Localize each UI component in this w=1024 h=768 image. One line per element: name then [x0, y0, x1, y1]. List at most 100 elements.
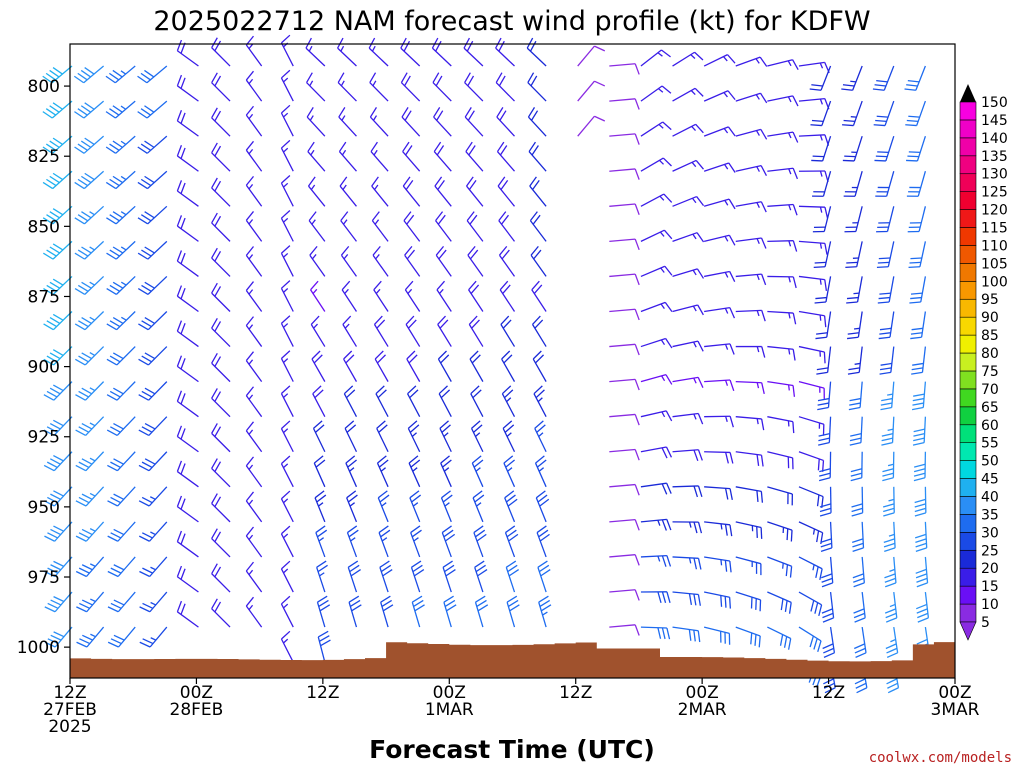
- wind-barb: [211, 598, 231, 628]
- colorbar-label: 135: [981, 149, 1008, 165]
- wind-barb: [74, 311, 105, 331]
- wind-barb: [138, 311, 168, 331]
- wind-barb: [798, 205, 829, 219]
- wind-barb: [44, 521, 73, 542]
- wind-barb: [138, 451, 168, 472]
- wind-barb: [842, 100, 863, 127]
- wind-barb: [305, 37, 326, 67]
- wind-barb: [911, 381, 927, 411]
- wind-barb: [438, 385, 452, 417]
- wind-barb: [376, 420, 389, 453]
- wind-barb: [809, 65, 832, 91]
- wind-barb: [42, 65, 73, 84]
- wind-barb: [767, 591, 792, 614]
- y-tick-label: 800: [28, 77, 60, 97]
- wind-barb: [882, 451, 895, 482]
- wind-barb: [672, 159, 704, 172]
- wind-barb: [609, 589, 640, 601]
- wind-barb: [877, 276, 895, 304]
- wind-barb: [280, 280, 294, 312]
- wind-barb: [672, 268, 705, 279]
- wind-barb: [280, 525, 294, 558]
- x-tick-label: 2MAR: [678, 700, 727, 720]
- wind-barb: [309, 245, 326, 277]
- colorbar-segment: [959, 191, 977, 210]
- wind-barb: [672, 232, 705, 243]
- colorbar-segment: [959, 496, 977, 515]
- wind-barb: [798, 380, 825, 400]
- wind-barb: [443, 595, 457, 628]
- wind-barb: [440, 490, 453, 523]
- wind-barb: [176, 425, 199, 453]
- wind-barb: [280, 69, 294, 102]
- colorbar-label: 95: [981, 292, 999, 308]
- wind-barb: [500, 315, 516, 347]
- wind-barb: [42, 100, 73, 119]
- wind-barb: [820, 521, 833, 553]
- wind-barb: [74, 170, 105, 190]
- wind-barb: [609, 238, 640, 251]
- wind-barb: [822, 626, 836, 658]
- wind-barb: [767, 521, 793, 542]
- wind-barb: [343, 385, 358, 417]
- wind-barb: [767, 240, 798, 252]
- wind-barb: [106, 346, 136, 366]
- wind-barb: [107, 451, 136, 472]
- wind-barb: [176, 460, 199, 488]
- wind-barb: [496, 107, 515, 137]
- wind-barb: [280, 104, 294, 137]
- wind-barb: [703, 54, 736, 67]
- wind-barb: [846, 276, 863, 304]
- wind-barb: [499, 280, 516, 312]
- colorbar-label: 10: [981, 597, 999, 613]
- wind-barb: [280, 139, 294, 172]
- wind-barb: [344, 420, 358, 453]
- wind-barb: [843, 171, 863, 197]
- colorbar-segment: [959, 460, 977, 479]
- wind-barb: [906, 171, 927, 197]
- wind-barb: [464, 107, 484, 137]
- wind-barb: [798, 310, 827, 328]
- wind-barb: [767, 275, 797, 289]
- wind-barb: [914, 521, 928, 553]
- wind-barb: [904, 65, 926, 91]
- wind-barb: [851, 521, 865, 553]
- wind-barb: [672, 485, 703, 498]
- wind-barb: [850, 451, 863, 482]
- wind-barb: [821, 591, 835, 623]
- colorbar-label: 145: [981, 113, 1008, 129]
- wind-barb: [798, 416, 825, 436]
- wind-barb: [433, 107, 452, 137]
- wind-barb: [880, 381, 895, 411]
- wind-barb: [672, 340, 704, 352]
- wind-barb: [348, 595, 362, 628]
- wind-barb: [672, 376, 704, 388]
- colorbar-segment: [959, 155, 977, 175]
- y-tick-label: 950: [28, 498, 60, 518]
- wind-barb: [75, 556, 105, 578]
- wind-barb: [501, 350, 516, 382]
- wind-barb: [107, 486, 136, 507]
- colorbar-label: 5: [981, 615, 990, 631]
- wind-barb: [703, 234, 736, 246]
- wind-barb: [503, 455, 516, 488]
- wind-barb: [703, 162, 736, 173]
- wind-barb: [464, 72, 484, 102]
- wind-barb: [316, 595, 331, 628]
- y-tick-label: 1000: [17, 638, 60, 658]
- wind-barb: [211, 212, 231, 242]
- colorbar-label: 75: [981, 364, 999, 380]
- wind-barb: [280, 385, 294, 417]
- colorbar-label: 90: [981, 310, 999, 326]
- colorbar-segment: [959, 227, 977, 246]
- wind-barb: [400, 72, 421, 102]
- wind-barb: [373, 280, 389, 312]
- wind-barb: [176, 109, 199, 137]
- wind-barb: [339, 176, 357, 207]
- x-tick-label: 00Z: [433, 683, 466, 703]
- wind-barb: [906, 135, 927, 162]
- wind-barb: [767, 131, 799, 143]
- wind-barb: [42, 170, 73, 190]
- wind-barb: [106, 381, 136, 401]
